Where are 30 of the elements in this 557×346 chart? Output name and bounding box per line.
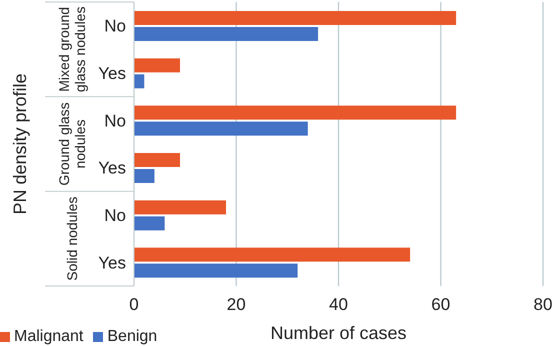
bar (134, 58, 180, 72)
x-tick-label: 0 (129, 295, 139, 314)
x-tick-label: 60 (431, 295, 450, 314)
y-tick-label: No (104, 206, 126, 226)
text: Mixed ground glass nodules (56, 6, 88, 92)
y-tick-label: Yes (98, 253, 126, 272)
x-tick-label: 80 (534, 295, 552, 314)
y-tick-label: Yes (98, 158, 126, 178)
text: Solid nodules (64, 196, 80, 281)
x-tick-label: 20 (226, 295, 246, 314)
y-tick-label: No (104, 111, 126, 130)
y-tick-label: Yes (98, 64, 126, 84)
bar (134, 248, 410, 262)
bar (134, 153, 180, 167)
y-tick-label: No (104, 16, 126, 36)
bar (134, 216, 165, 230)
bar (134, 11, 456, 25)
bar (134, 27, 318, 41)
x-axis-title: Number of cases (270, 323, 407, 343)
bar (134, 74, 144, 88)
legend-label: Malignant (14, 328, 84, 345)
bar (134, 122, 308, 136)
legend-label: Benign (107, 328, 158, 345)
x-tick-label: 40 (329, 295, 348, 314)
bar (134, 169, 154, 183)
y-axis-title: PN density profile (10, 73, 30, 215)
bar (134, 200, 226, 214)
bar (134, 106, 456, 120)
bar (134, 264, 298, 278)
text: Ground glass nodules (56, 102, 88, 186)
